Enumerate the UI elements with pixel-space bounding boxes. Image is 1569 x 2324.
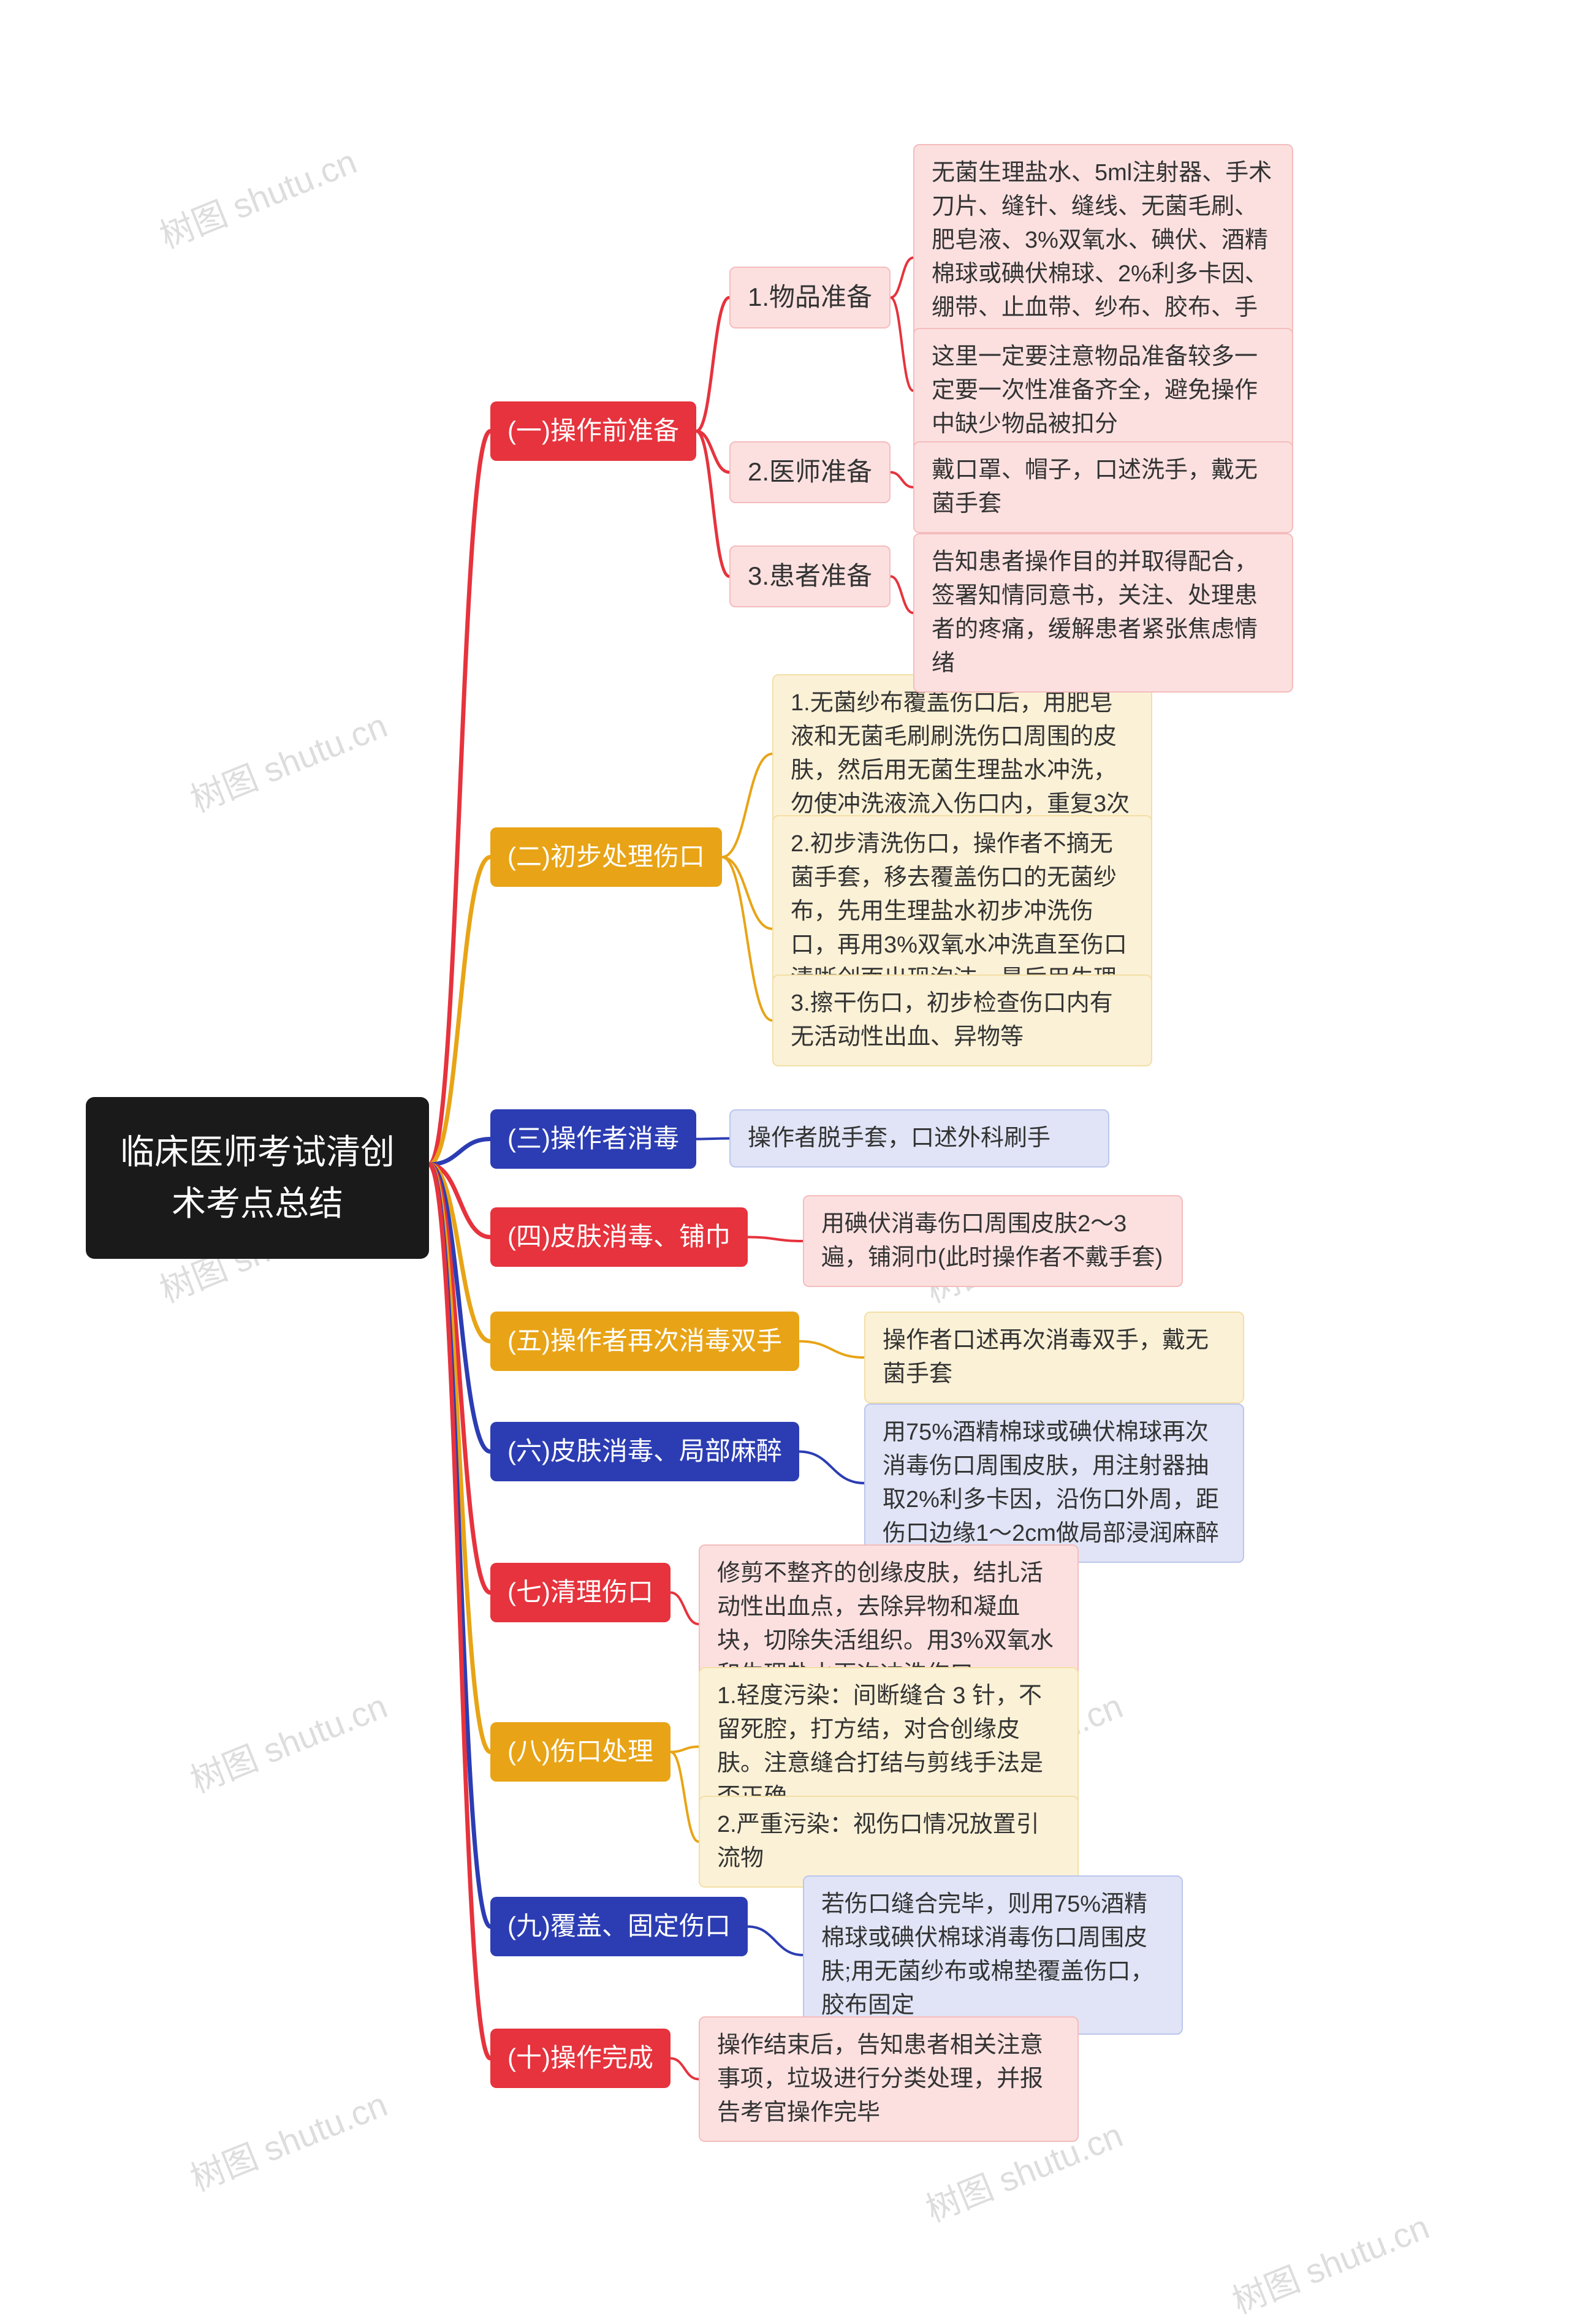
branch-b3: (三)操作者消毒	[490, 1109, 696, 1169]
branch-b4: (四)皮肤消毒、铺巾	[490, 1207, 748, 1267]
branch-b6: (六)皮肤消毒、局部麻醉	[490, 1422, 799, 1481]
branch-b8: (八)伤口处理	[490, 1722, 671, 1782]
leaf: 用75%酒精棉球或碘伏棉球再次消毒伤口周围皮肤，用注射器抽取2%利多卡因，沿伤口…	[864, 1403, 1244, 1563]
sub-b1c3: 3.患者准备	[729, 545, 891, 607]
sub-b1c2: 2.医师准备	[729, 441, 891, 503]
branch-b2: (二)初步处理伤口	[490, 827, 722, 887]
leaf: 告知患者操作目的并取得配合，签署知情同意书，关注、处理患者的疼痛，缓解患者紧张焦…	[913, 533, 1293, 693]
leaf: 3.擦干伤口，初步检查伤口内有无活动性出血、异物等	[772, 974, 1152, 1066]
leaf: 这里一定要注意物品准备较多一定要一次性准备齐全，避免操作中缺少物品被扣分	[913, 328, 1293, 454]
leaf: 操作结束后，告知患者相关注意事项，垃圾进行分类处理，并报告考官操作完毕	[699, 2016, 1079, 2142]
leaf: 戴口罩、帽子，口述洗手，戴无菌手套	[913, 441, 1293, 533]
leaf: 操作者脱手套，口述外科刷手	[729, 1109, 1109, 1168]
leaf: 用碘伏消毒伤口周围皮肤2～3遍，铺洞巾(此时操作者不戴手套)	[803, 1195, 1183, 1287]
leaf: 2.严重污染：视伤口情况放置引流物	[699, 1796, 1079, 1888]
branch-b1: (一)操作前准备	[490, 401, 696, 461]
leaf: 若伤口缝合完毕，则用75%酒精棉球或碘伏棉球消毒伤口周围皮肤;用无菌纱布或棉垫覆…	[803, 1875, 1183, 2035]
leaf: 1.无菌纱布覆盖伤口后，用肥皂液和无菌毛刷刷洗伤口周围的皮肤，然后用无菌生理盐水…	[772, 674, 1152, 834]
branch-b9: (九)覆盖、固定伤口	[490, 1897, 748, 1956]
leaf: 操作者口述再次消毒双手，戴无菌手套	[864, 1312, 1244, 1403]
branch-b10: (十)操作完成	[490, 2029, 671, 2088]
branch-b7: (七)清理伤口	[490, 1563, 671, 1622]
sub-b1c1: 1.物品准备	[729, 267, 891, 328]
mindmap-canvas: 树图 shutu.cn树图 shutu.cn树图 shutu.cn树图 shut…	[0, 0, 1569, 2314]
branch-b5: (五)操作者再次消毒双手	[490, 1312, 799, 1371]
root-node: 临床医师考试清创术考点总结	[86, 1097, 429, 1259]
